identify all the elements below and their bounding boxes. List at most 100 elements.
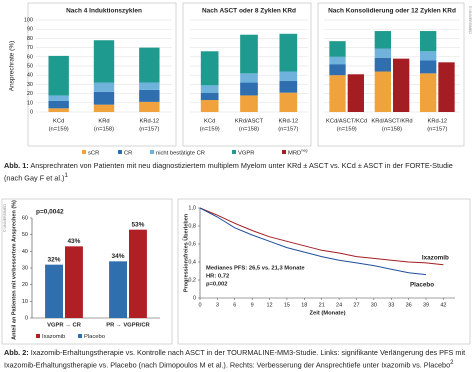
x-tick-label: 27 <box>353 302 359 308</box>
caption: Abb. 1: Ansprechraten von Patienten mit … <box>4 161 468 182</box>
y-tick-label: 60 <box>22 215 28 221</box>
y-tick-label: 80 <box>27 36 33 42</box>
y-tick-label: 40 <box>22 249 28 255</box>
legend-label: MRDneg <box>288 149 308 157</box>
y-axis-label: Anteil an Patienten mit verbessertem Ans… <box>11 200 17 340</box>
x-tick-label: PR → VGPR/CR <box>106 323 150 329</box>
bar-segment <box>329 64 346 76</box>
value-label: 32% <box>48 256 61 263</box>
x-tick-label: (n=158) <box>94 127 114 133</box>
annotation: p=0,002 <box>206 282 227 288</box>
annotation: Medianes PFS: 26,5 vs. 21,3 Monate <box>206 266 305 272</box>
bar-segment <box>93 82 115 92</box>
bar-segment <box>48 100 69 109</box>
y-tick-label: 20 <box>27 91 33 97</box>
legend-swatch <box>36 334 40 338</box>
line-label: Placebo <box>410 281 434 288</box>
y-tick-label: 40 <box>27 73 33 79</box>
bar <box>65 246 83 318</box>
x-tick-label: 30 <box>371 302 377 308</box>
x-tick-label: KRd <box>98 119 109 125</box>
y-tick-label: 70 <box>27 45 33 51</box>
value-label: 53% <box>131 221 144 228</box>
line <box>199 207 427 276</box>
x-tick-label: KRd/ASCT <box>235 119 264 125</box>
y-tick-label: 30 <box>27 82 33 88</box>
x-tick-label: (n=157) <box>427 127 447 133</box>
copyright: © UNIVERSIMED <box>3 204 7 232</box>
legend-swatch <box>118 150 122 154</box>
bar-segment <box>240 34 258 74</box>
bar-segment <box>374 31 391 49</box>
x-tick-label: (n=157) <box>278 127 298 133</box>
bar-segment <box>420 31 437 52</box>
bar-segment <box>374 71 391 112</box>
x-tick-label: KRd-12 <box>140 119 160 125</box>
line-label: Ixazomib <box>422 254 449 261</box>
bar <box>438 62 455 112</box>
bar-segment <box>48 95 69 101</box>
x-tick-label: 0 <box>198 302 201 308</box>
x-tick-label: (n=159) <box>337 127 357 133</box>
legend-label: Ixazomib <box>42 334 65 340</box>
x-axis-label: Zeit (Monate) <box>309 311 345 317</box>
y-tick-label: 10 <box>27 100 33 106</box>
y-tick-label: 30 <box>22 265 28 271</box>
bar <box>45 264 63 318</box>
legend-text: MRD <box>288 150 301 156</box>
caption-text: Ansprechraten von Patienten mit neu diag… <box>4 161 453 182</box>
panel-title: Nach 4 Induktionszyklen <box>66 8 142 15</box>
y-tick-label: 100 <box>24 17 33 23</box>
bar-segment <box>200 92 219 101</box>
caption-label: Abb. 1: <box>4 161 29 170</box>
legend-label: sCR <box>88 150 99 156</box>
bar-segment <box>48 55 69 96</box>
bar-segment <box>240 73 258 83</box>
x-tick-label: KRd-12 <box>279 119 299 125</box>
annotation: HR: 0,72 <box>206 274 229 280</box>
bar-segment <box>329 41 346 57</box>
legend-label: Placebo <box>84 334 105 340</box>
bar-segment <box>139 89 160 102</box>
y-tick-label: 0 <box>193 295 196 301</box>
legend-text: nicht bestätigte CR <box>156 150 205 156</box>
y-axis-label: Progressionsfreies Überleben <box>182 213 189 292</box>
caption-ref: 1 <box>64 171 68 179</box>
copyright: © UNIVERSIMED <box>468 6 472 34</box>
bar-segment <box>200 85 219 93</box>
x-tick-label: (n=158) <box>382 127 402 133</box>
legend-swatch <box>282 150 286 154</box>
x-tick-label: (n=158) <box>239 127 259 133</box>
x-tick-label: 9 <box>251 302 254 308</box>
x-tick-label: 6 <box>233 302 236 308</box>
bar-segment <box>93 104 115 112</box>
x-tick-label: VGPR → CR <box>47 323 82 329</box>
legend-label: nicht bestätigte CR <box>156 150 205 156</box>
y-tick-label: 0,4 <box>188 259 196 265</box>
bar-segment <box>139 82 160 90</box>
y-tick-label: 1,0 <box>188 205 196 211</box>
y-tick-label: 0 <box>30 109 33 115</box>
panel-title: Nach ASCT oder 8 Zyklen KRd <box>202 8 296 15</box>
x-tick-label: 24 <box>336 302 342 308</box>
x-tick-label: 36 <box>406 302 412 308</box>
bar-segment <box>420 73 437 112</box>
legend-sup: neg <box>301 149 307 153</box>
legend-swatch <box>82 150 86 154</box>
p-value: p=0,0042 <box>36 209 64 216</box>
bar <box>347 74 364 112</box>
bar-segment <box>200 100 219 112</box>
bar-segment <box>420 51 437 61</box>
x-tick-label: 12 <box>266 302 272 308</box>
caption-label: Abb. 2: <box>4 348 29 357</box>
bar-segment <box>374 48 391 58</box>
bar-segment <box>200 51 219 86</box>
y-tick-label: 90 <box>27 27 33 33</box>
bar-segment <box>279 71 298 81</box>
legend-swatch <box>232 150 236 154</box>
legend-swatch <box>150 150 154 154</box>
y-tick-label: 0,6 <box>188 241 196 247</box>
y-tick-label: 60 <box>27 54 33 60</box>
y-tick-label: 0,2 <box>188 277 196 283</box>
